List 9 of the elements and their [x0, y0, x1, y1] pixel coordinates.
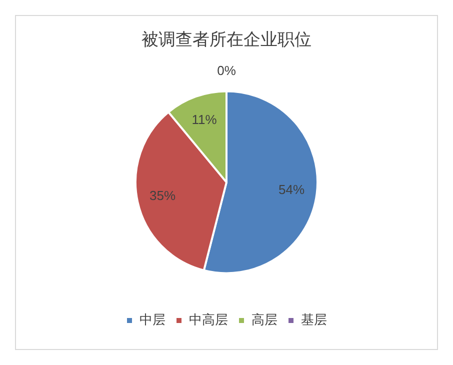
data-label: 35%: [150, 188, 176, 204]
text: 0%: [217, 62, 236, 78]
legend-label: 中高层: [189, 312, 228, 328]
legend-label: 基层: [301, 312, 327, 328]
data-label: 11%: [192, 112, 218, 128]
data-label: 54%: [278, 182, 305, 197]
legend-label: 中层: [140, 312, 166, 328]
chart-title: 被调查者所在企业职位: [142, 30, 312, 49]
legend-label: 高层: [252, 312, 278, 328]
